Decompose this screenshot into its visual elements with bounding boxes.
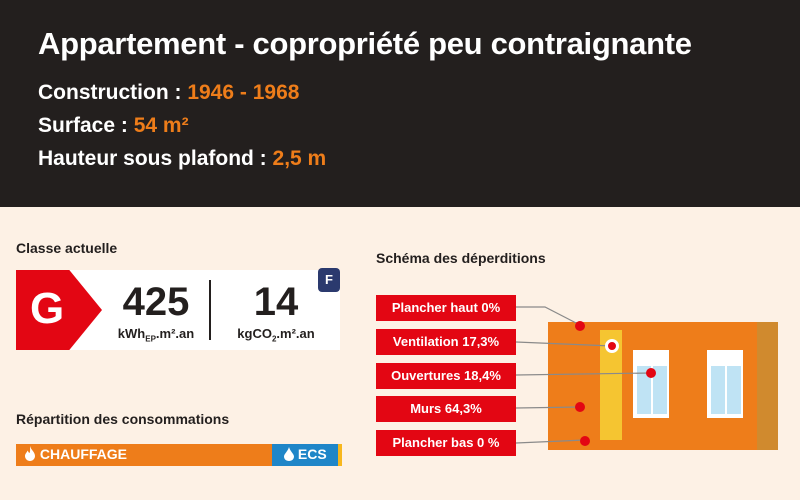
chauffage-segment: CHAUFFAGE [24,446,127,462]
window-right [707,350,743,418]
co2-unit: kgCO2.m².an [237,326,315,344]
hauteur-label: Hauteur sous plafond : [38,147,273,170]
loss-tag-plancher-bas: Plancher bas 0 % [376,430,516,456]
surface-value: 54 m² [133,114,189,137]
schema-label: Schéma des déperditions [376,250,546,266]
construction-label: Construction : [38,81,188,104]
hauteur-value: 2,5 m [272,147,327,170]
grade-letter: G [30,284,65,333]
loss-tag-ouvertures: Ouvertures 18,4% [376,363,516,389]
repartition-label: Répartition des consommations [16,411,230,427]
loss-tag-plancher-haut: Plancher haut 0% [376,295,516,321]
page-title: Appartement - copropriété peu contraigna… [38,26,692,61]
ecs-label: ECS [297,446,327,462]
chauffage-label: CHAUFFAGE [39,446,128,462]
co2-grade-badge: F [318,268,340,292]
loss-point-murs [575,402,585,412]
classe-label: Classe actuelle [16,240,118,256]
window-left [633,350,669,418]
surface-label: Surface : [38,114,134,137]
loss-point-plancher-bas [580,436,590,446]
consumption-bar-tip [338,444,342,466]
loss-point-ventilation [605,339,619,353]
energy-unit: kWhEP.m².an [117,326,195,344]
consumption-bar: CHAUFFAGE ECS [16,444,342,466]
hauteur-line: Hauteur sous plafond : 2,5 m [38,147,326,171]
loss-tag-ventilation: Ventilation 17,3% [376,329,516,355]
header-banner [0,0,800,207]
surface-line: Surface : 54 m² [38,114,189,138]
loss-tag-murs: Murs 64,3% [376,396,516,422]
loss-point-plancher-haut [575,321,585,331]
construction-value: 1946 - 1968 [187,81,300,104]
co2-value: 14 [253,280,299,324]
energy-value: 425 [122,280,190,324]
loss-point-ouvertures [646,368,656,378]
energy-card: G 425 kWhEP.m².an 14 kgCO2.m².an [16,270,340,350]
wall-insulation [600,330,622,440]
flame-icon [25,446,35,461]
construction-line: Construction : 1946 - 1968 [38,81,299,105]
droplet-icon [284,447,294,461]
ecs-segment: ECS [272,444,338,466]
house-side [757,322,778,450]
card-divider [209,280,211,340]
